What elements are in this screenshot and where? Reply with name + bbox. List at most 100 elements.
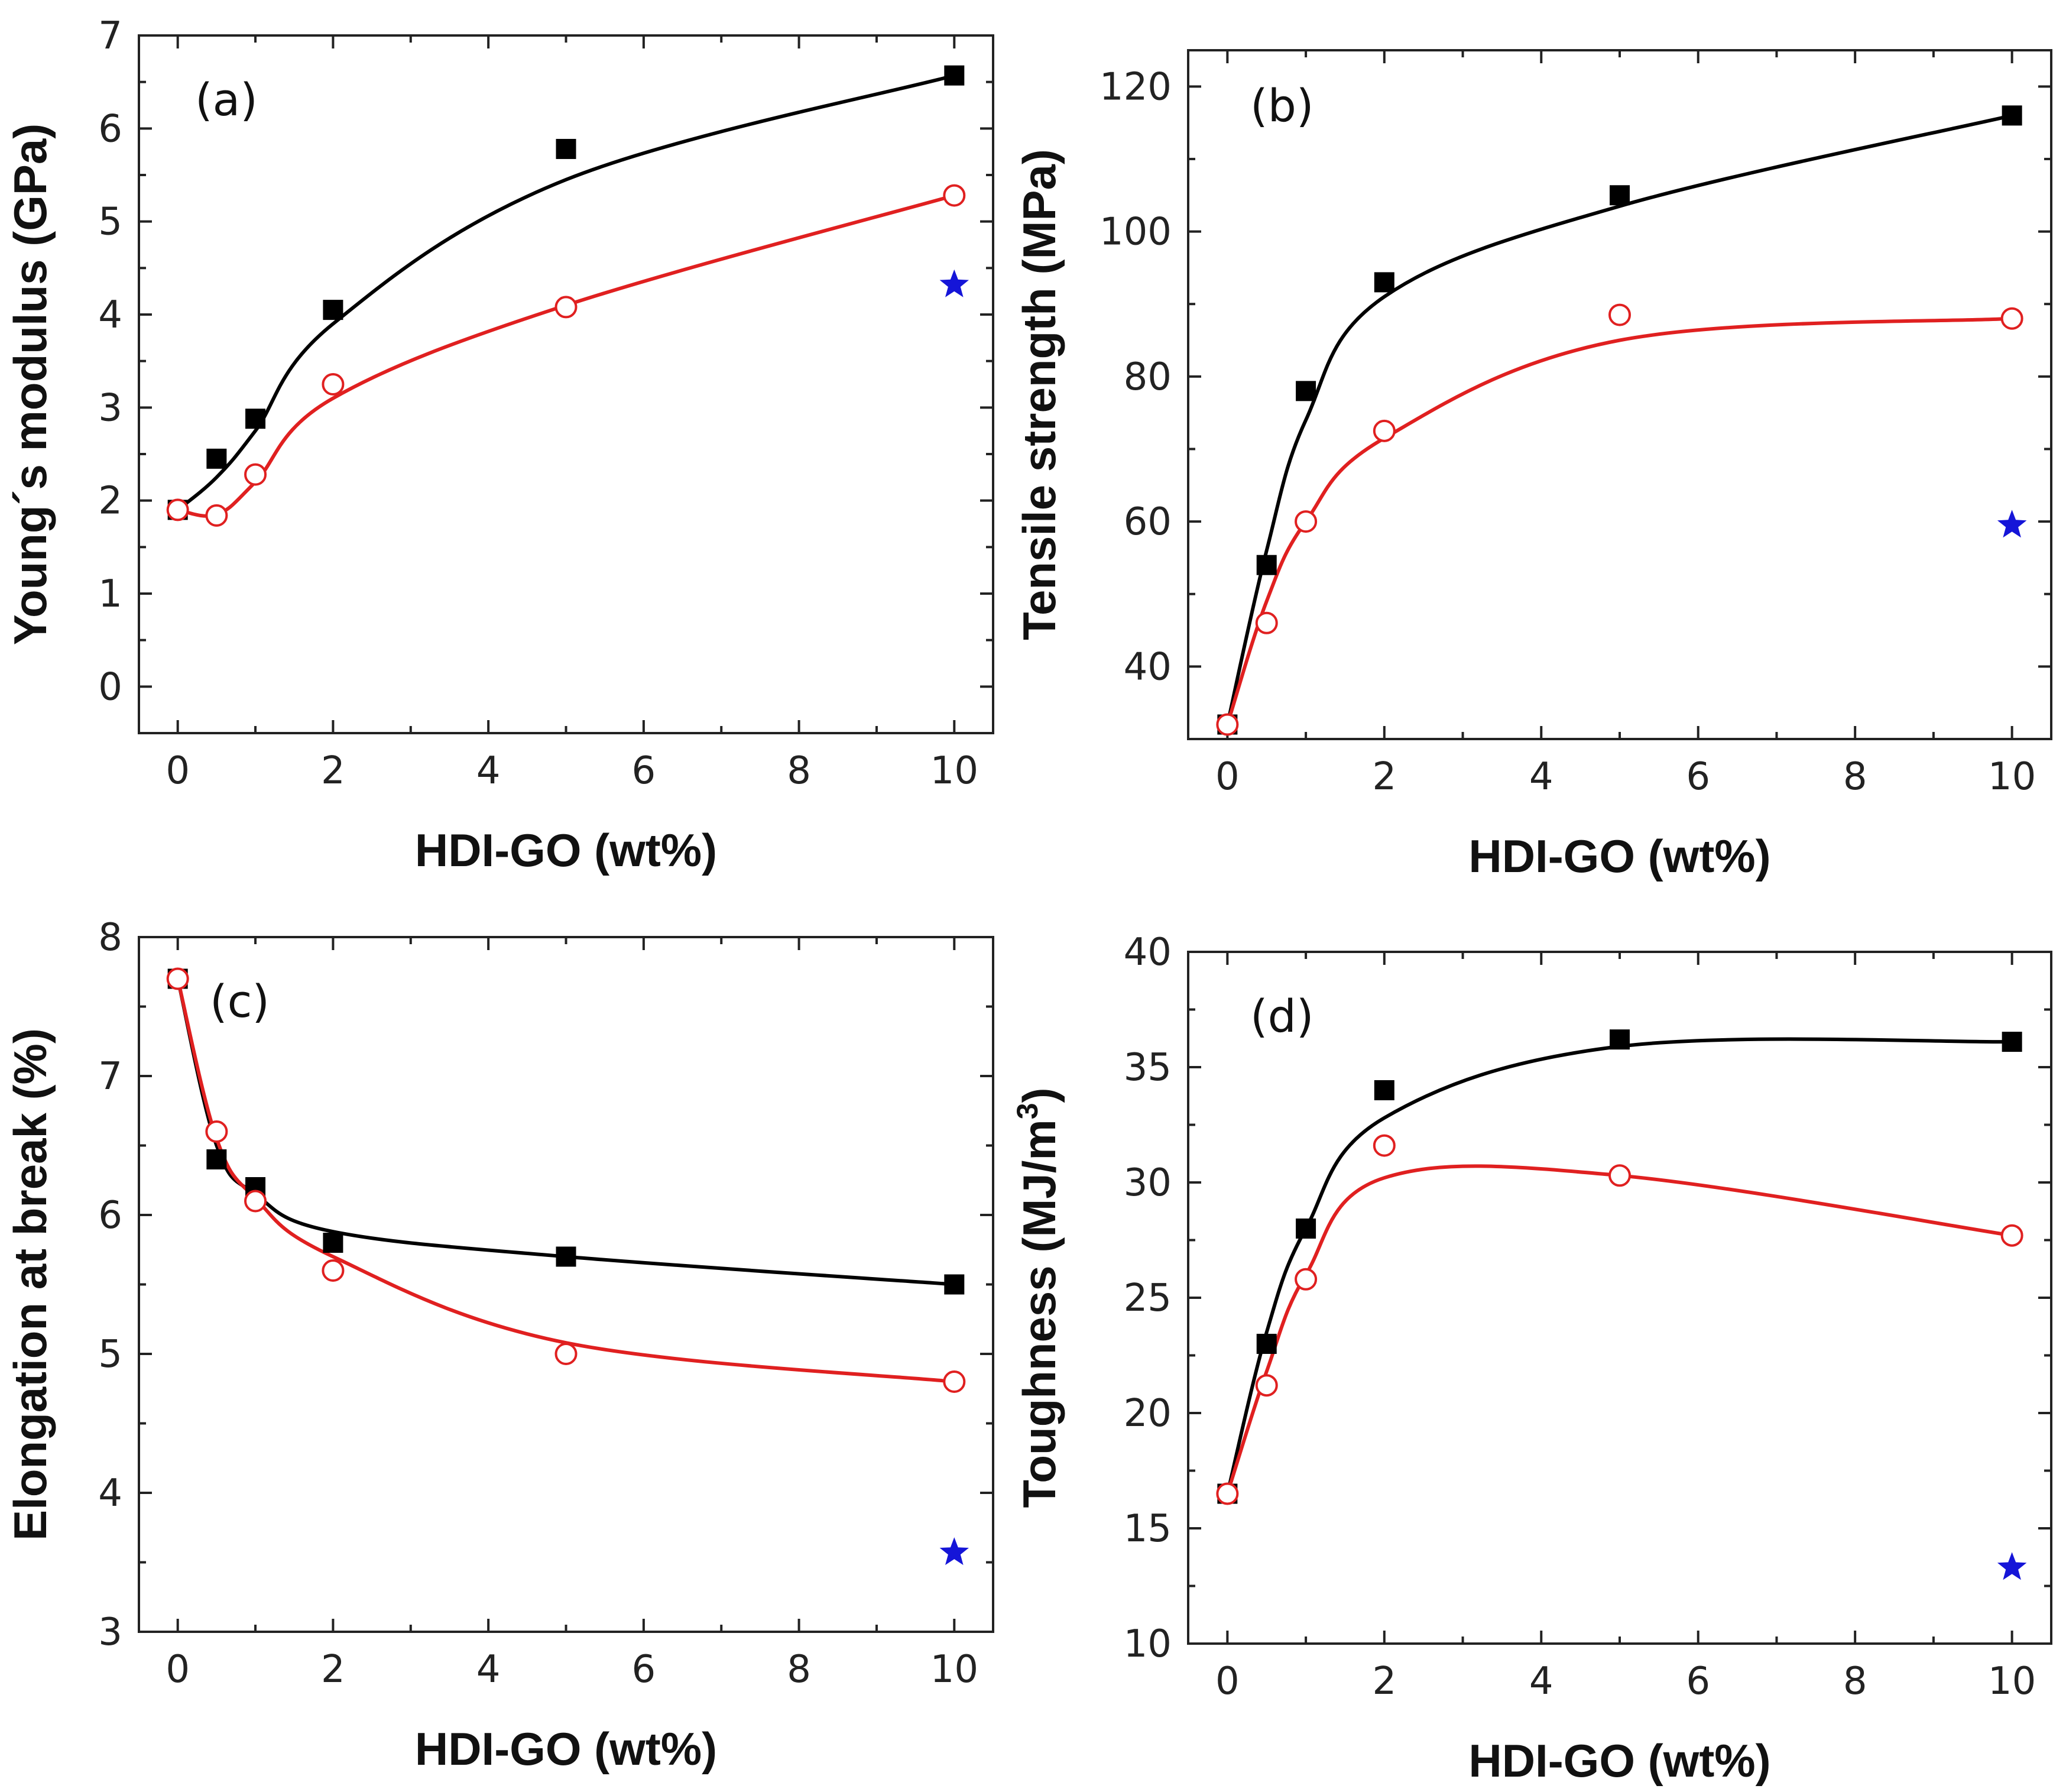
x-tick-label: 2 (321, 1648, 345, 1691)
y-tick-label: 10 (1124, 1622, 1172, 1666)
y-tick-label: 120 (1100, 65, 1172, 109)
panel-label: (a) (195, 73, 258, 126)
panel-label: (d) (1250, 990, 1314, 1042)
red-circle-point (1608, 1164, 1631, 1187)
red-circle-point (244, 463, 267, 486)
red-circle-point (554, 296, 578, 319)
x-tick-label: 2 (1372, 1660, 1396, 1703)
red-circle-point (1608, 303, 1631, 326)
blue-star-point (1997, 510, 2027, 538)
red-fit-line (176, 193, 956, 518)
black-square-point (1610, 185, 1630, 206)
black-square-point (206, 1149, 227, 1169)
red-circle-point (1373, 1134, 1396, 1157)
red-fit-line (176, 977, 956, 1383)
red-circle-point (205, 1120, 228, 1143)
x-axis-title: HDI-GO (wt%) (415, 824, 717, 876)
blue-star-point (939, 269, 969, 297)
x-tick-label: 0 (166, 1648, 190, 1691)
panel-d: 0 2 4 6 8 10 10 15 20 25 30 35 40 HDI-GO (wt%) Toughne… (1011, 931, 2052, 1787)
red-circle-point (1373, 419, 1396, 442)
x-tick-label: 8 (787, 1648, 811, 1691)
red-fit-line (1225, 1164, 2014, 1496)
black-square-point (1296, 381, 1316, 401)
black-square-point (1374, 272, 1394, 293)
y-tick-label: 20 (1124, 1392, 1172, 1435)
x-tick-label: 6 (632, 749, 656, 793)
y-tick-label: 0 (98, 665, 122, 709)
red-circle-point (166, 967, 189, 990)
y-tick-label: 100 (1100, 210, 1172, 254)
x-tick-label: 8 (787, 749, 811, 793)
x-tick-label: 2 (321, 749, 345, 793)
y-tick-label: 25 (1124, 1276, 1172, 1320)
black-square-point (323, 300, 343, 320)
x-axis-title: HDI-GO (wt%) (1468, 830, 1770, 882)
x-tick-label: 8 (1843, 755, 1867, 799)
y-tick-label: 7 (98, 14, 122, 58)
plot-frame (1187, 951, 2052, 1645)
black-square-point (1374, 1080, 1394, 1100)
red-circle-point (1255, 1374, 1278, 1397)
x-tick-label: 6 (1686, 755, 1710, 799)
red-circle-point (322, 373, 345, 396)
y-tick-label: 40 (1124, 931, 1172, 974)
black-square-point (2002, 1032, 2022, 1052)
red-circle-point (166, 498, 189, 521)
red-circle-point (1216, 1482, 1239, 1505)
red-circle-point (322, 1259, 345, 1282)
x-tick-label: 0 (166, 749, 190, 793)
x-tick-label: 6 (1686, 1660, 1710, 1703)
black-square-point (206, 448, 227, 469)
x-tick-label: 10 (930, 1648, 978, 1691)
panel-c: 0 2 4 6 8 10 3 4 5 6 7 8 HDI-GO (wt%) Elongation at b… (4, 916, 994, 1775)
y-tick-label: 6 (98, 107, 122, 151)
y-tick-label: 3 (98, 386, 122, 430)
red-circle-point (943, 184, 966, 207)
panel-label: (c) (210, 975, 270, 1028)
black-square-point (2002, 105, 2022, 126)
y-tick-label: 6 (98, 1194, 122, 1237)
red-circle-point (1216, 713, 1239, 736)
y-tick-label: 5 (98, 1333, 122, 1376)
panel-label: (b) (1250, 79, 1314, 132)
y-tick-label: 1 (98, 572, 122, 616)
red-circle-point (554, 1343, 578, 1365)
y-tick-label: 60 (1124, 500, 1172, 544)
x-tick-label: 6 (632, 1648, 656, 1691)
x-tick-label: 10 (1988, 1660, 2036, 1703)
x-tick-label: 2 (1372, 755, 1396, 799)
y-axis-title: Young´s modulus (GPa) (4, 124, 56, 646)
y-tick-label: 15 (1124, 1507, 1172, 1551)
red-circle-point (943, 1370, 966, 1393)
black-square-point (1610, 1029, 1630, 1050)
black-square-point (944, 1274, 965, 1295)
x-tick-label: 4 (1529, 1660, 1553, 1703)
black-square-point (944, 65, 965, 86)
y-tick-label: 5 (98, 200, 122, 244)
red-circle-point (1295, 510, 1318, 533)
red-circle-point (205, 504, 228, 527)
y-tick-label: 7 (98, 1055, 122, 1098)
x-tick-label: 0 (1215, 1660, 1240, 1703)
x-tick-label: 8 (1843, 1660, 1867, 1703)
x-axis-title: HDI-GO (wt%) (415, 1723, 717, 1775)
red-circle-point (244, 1190, 267, 1213)
x-tick-label: 10 (1988, 755, 2036, 799)
plot-frame (138, 936, 994, 1633)
red-circle-point (1295, 1268, 1318, 1291)
x-tick-label: 4 (1529, 755, 1553, 799)
black-fit-line (1225, 114, 2014, 727)
x-tick-label: 0 (1215, 755, 1240, 799)
black-square-point (1256, 555, 1277, 575)
black-square-point (1296, 1219, 1316, 1239)
y-tick-label: 3 (98, 1610, 122, 1654)
red-circle-point (1255, 611, 1278, 634)
black-fit-line (1225, 1037, 2014, 1496)
red-circle-point (2000, 1224, 2023, 1247)
y-tick-label: 40 (1124, 645, 1172, 689)
y-axis-title: Toughness (MJ/m3) (1011, 1087, 1065, 1508)
y-tick-label: 2 (98, 479, 122, 523)
y-tick-label: 35 (1124, 1046, 1172, 1090)
